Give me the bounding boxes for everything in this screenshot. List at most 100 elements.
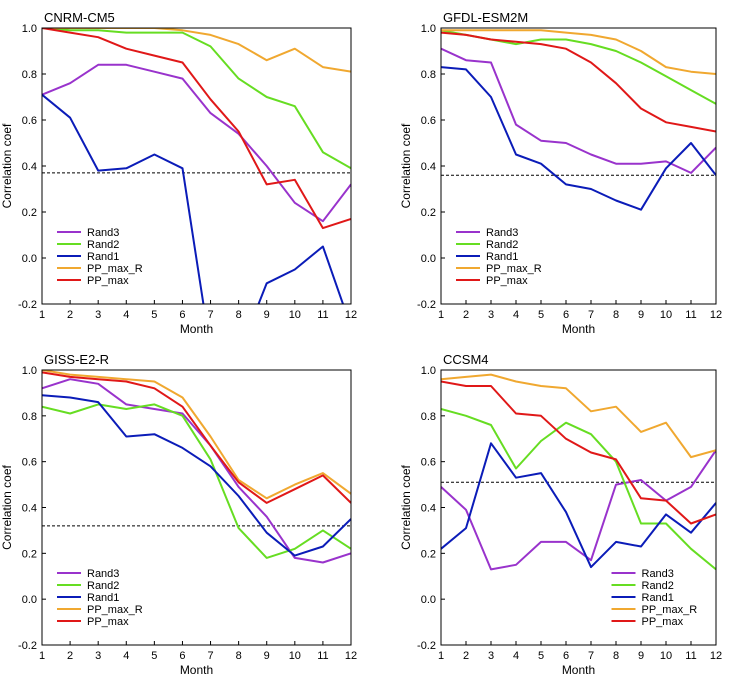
x-tick-label: 11 <box>685 650 696 662</box>
y-tick-label: 0.8 <box>22 411 37 423</box>
series-line-pp-max-r <box>441 29 716 75</box>
x-tick-label: 2 <box>463 650 469 662</box>
y-tick-label: 0.8 <box>22 69 37 81</box>
chart-panel-4: 1 2 3 4 5 6 7 8 9 10 11 12-0.20.00.20.40.60.81.0CCS… <box>399 352 722 677</box>
x-tick-label: 11 <box>317 309 328 321</box>
x-tick-label: 6 <box>179 650 185 662</box>
y-tick-label: 0.4 <box>421 503 436 515</box>
series-line-rand2 <box>42 28 351 170</box>
legend-label: Rand1 <box>486 251 518 263</box>
panel-title: CNRM-CM5 <box>44 10 115 25</box>
x-tick-label: 8 <box>236 650 242 662</box>
series-line-rand3 <box>441 47 716 174</box>
x-tick-label: 8 <box>613 309 619 321</box>
panel-title: GISS-E2-R <box>44 352 109 367</box>
y-axis-label: Correlation coef <box>399 123 413 208</box>
x-tick-label: 10 <box>289 650 301 662</box>
x-tick-label: 6 <box>179 309 185 321</box>
y-tick-label: -0.2 <box>18 640 37 652</box>
series-line-pp-max <box>42 28 351 230</box>
y-tick-label: 0.8 <box>421 411 436 423</box>
series-line-rand1 <box>42 93 345 304</box>
x-tick-label: 9 <box>638 650 644 662</box>
x-axis-label: Month <box>180 663 213 677</box>
y-tick-label: 0.2 <box>22 548 37 560</box>
x-tick-label: 8 <box>613 650 619 662</box>
legend-label: PP_max <box>87 275 129 287</box>
series-line-rand2 <box>441 29 716 105</box>
x-tick-label: 9 <box>264 650 270 662</box>
legend-label: Rand2 <box>87 239 119 251</box>
legend-label: Rand2 <box>87 580 119 592</box>
legend-label: Rand2 <box>486 239 518 251</box>
y-tick-label: 0.2 <box>421 548 436 560</box>
x-tick-label: 3 <box>95 650 101 662</box>
y-tick-label: 0.6 <box>22 457 37 469</box>
x-tick-label: 12 <box>710 650 722 662</box>
y-tick-label: 0.6 <box>22 115 37 127</box>
x-tick-label: 2 <box>67 309 73 321</box>
y-tick-label: 0.0 <box>22 253 37 265</box>
x-tick-label: 11 <box>317 650 328 662</box>
x-tick-label: 10 <box>660 650 672 662</box>
y-tick-label: -0.2 <box>417 299 436 311</box>
x-tick-label: 12 <box>345 309 357 321</box>
y-tick-label: 0.4 <box>421 161 436 173</box>
x-tick-label: 7 <box>207 650 213 662</box>
y-tick-label: -0.2 <box>18 299 37 311</box>
legend-label: Rand2 <box>642 580 674 592</box>
y-tick-label: 0.2 <box>22 207 37 219</box>
series-line-rand2 <box>441 408 716 571</box>
x-axis-label: Month <box>562 663 595 677</box>
y-tick-label: 0.0 <box>421 594 436 606</box>
series-line-rand3 <box>42 63 351 223</box>
x-tick-label: 7 <box>207 309 213 321</box>
y-tick-label: 0.6 <box>421 457 436 469</box>
x-tick-label: 3 <box>488 309 494 321</box>
panel-title: CCSM4 <box>443 352 489 367</box>
y-tick-label: 0.0 <box>421 253 436 265</box>
x-tick-label: 9 <box>638 309 644 321</box>
legend-label: Rand1 <box>642 592 674 604</box>
x-tick-label: 10 <box>289 309 301 321</box>
x-tick-label: 6 <box>563 650 569 662</box>
x-tick-label: 3 <box>488 650 494 662</box>
series-line-pp-max-r <box>42 370 351 500</box>
x-tick-label: 4 <box>123 650 129 662</box>
chart-panel-2: 1 2 3 4 5 6 7 8 9 10 11 12-0.20.00.20.40.60.81.0GFD… <box>399 10 722 336</box>
x-tick-label: 7 <box>588 309 594 321</box>
series-line-rand3 <box>42 378 351 564</box>
y-axis-label: Correlation coef <box>0 123 14 208</box>
series-line-rand1 <box>441 442 716 569</box>
legend-label: Rand3 <box>87 568 119 580</box>
y-tick-label: 1.0 <box>421 365 436 377</box>
y-tick-label: 0.4 <box>22 161 37 173</box>
x-tick-label: 4 <box>123 309 129 321</box>
x-tick-label: 1 <box>39 650 45 662</box>
legend-label: PP_max_R <box>87 263 143 275</box>
series-line-rand2 <box>42 403 351 559</box>
x-tick-label: 6 <box>563 309 569 321</box>
x-tick-label: 2 <box>463 309 469 321</box>
x-tick-label: 5 <box>151 309 157 321</box>
y-axis-label: Correlation coef <box>399 464 413 549</box>
legend-label: Rand1 <box>87 592 119 604</box>
x-tick-label: 3 <box>95 309 101 321</box>
y-axis-label: Correlation coef <box>0 464 14 549</box>
legend-label: PP_max_R <box>486 263 542 275</box>
x-tick-label: 7 <box>588 650 594 662</box>
series-line-rand1 <box>441 66 716 211</box>
x-tick-label: 12 <box>710 309 722 321</box>
x-tick-label: 1 <box>438 650 444 662</box>
x-tick-label: 1 <box>39 309 45 321</box>
x-tick-label: 5 <box>538 650 544 662</box>
series-line-pp-max <box>441 31 716 133</box>
y-tick-label: 1.0 <box>421 23 436 35</box>
legend-label: Rand3 <box>486 227 518 239</box>
panel-title: GFDL-ESM2M <box>443 10 528 25</box>
legend-label: PP_max_R <box>642 604 698 616</box>
legend-label: PP_max <box>87 616 129 628</box>
